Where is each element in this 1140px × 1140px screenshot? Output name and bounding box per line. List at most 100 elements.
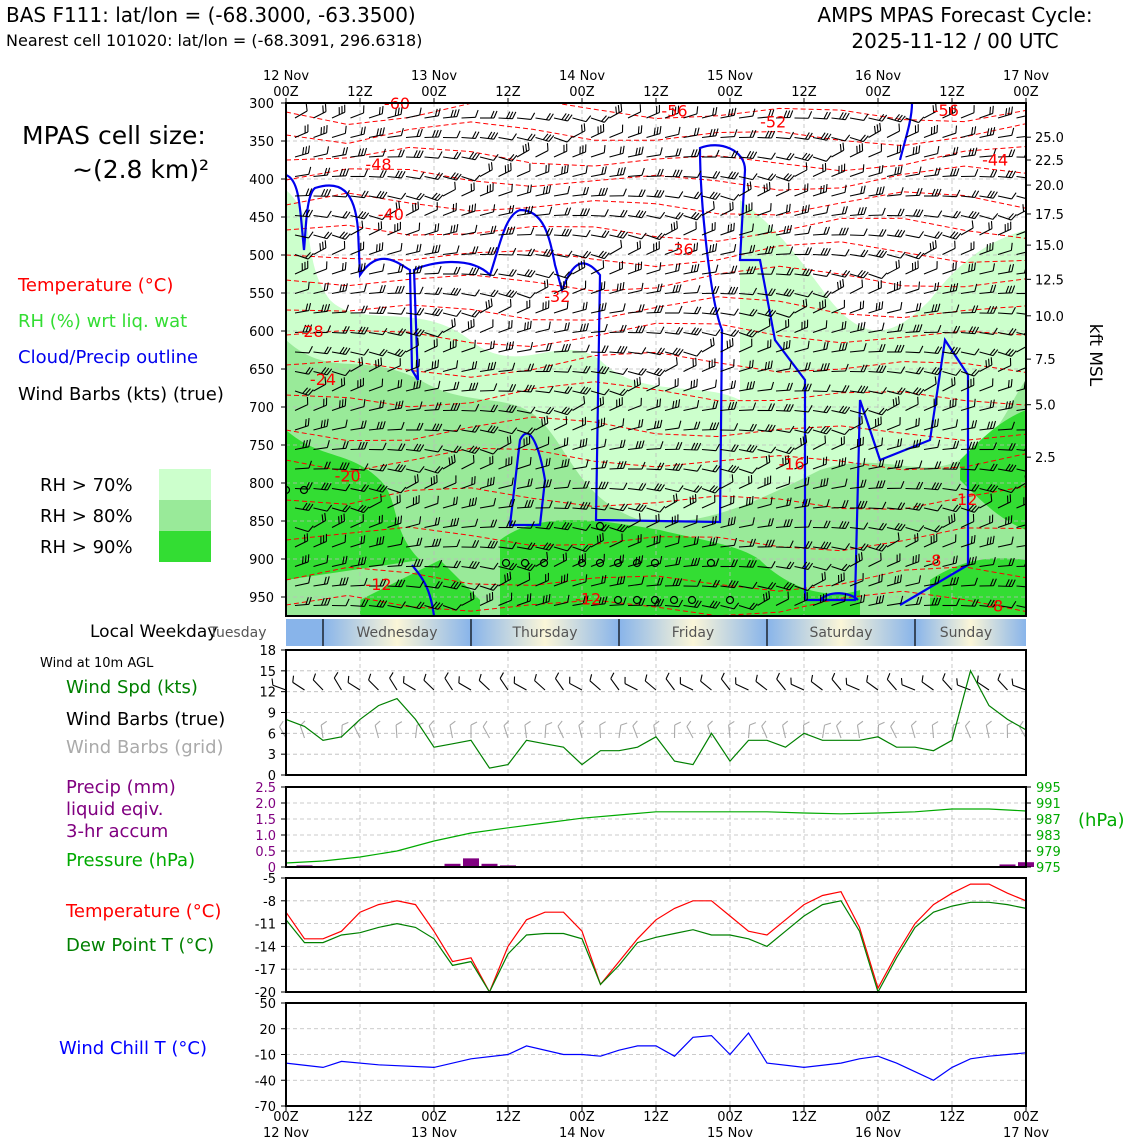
wind-barb <box>1016 135 1026 139</box>
wind-barb <box>923 231 943 239</box>
wind-barb <box>646 189 665 198</box>
pressure-tick-label: 800 <box>249 477 274 492</box>
wind-barb <box>960 513 975 528</box>
wind-barb <box>498 427 518 435</box>
legend-precip: Precip (mm) <box>66 777 176 798</box>
wind-barb <box>405 380 422 392</box>
weekday-segment <box>767 619 915 646</box>
wind-barb <box>313 188 332 197</box>
temperature-contour <box>286 146 1026 172</box>
wind-barb <box>553 386 573 394</box>
wind-barb <box>942 210 961 219</box>
wind-barb <box>942 461 961 470</box>
wind-barb <box>886 532 900 548</box>
bottom-hour-label: 12Z <box>791 1110 817 1125</box>
bottom-hour-label: 12Z <box>347 1110 373 1125</box>
wind-barb <box>997 127 1015 139</box>
wind-barb-grid <box>821 722 832 739</box>
wind-barb <box>535 143 549 158</box>
forecast-cycle-time: 2025-11-12 / 00 UTC <box>851 29 1059 53</box>
wind-barb <box>960 305 979 314</box>
wind-barb <box>609 239 623 255</box>
wind-barb <box>442 539 461 548</box>
weekday-label-tuesday: Tuesday <box>209 625 267 641</box>
wind-barb <box>979 284 997 295</box>
wind-barb <box>294 345 313 354</box>
wind-barb <box>997 463 1017 472</box>
wind-barb <box>886 417 901 431</box>
wind-barb <box>942 146 959 158</box>
pressure-tick-label: 995 <box>1036 781 1061 796</box>
temp-tick-label: -8 <box>263 895 276 910</box>
wind-barb <box>979 399 995 412</box>
wind-barb <box>405 474 419 489</box>
wind-barb <box>609 367 629 375</box>
wind-barb <box>831 499 849 509</box>
wind-barb <box>997 213 1017 221</box>
wind-barb <box>572 280 587 295</box>
wind-barb <box>664 399 681 412</box>
wind-barb <box>979 420 997 431</box>
wind-barb <box>886 123 901 138</box>
wind-barb <box>1016 344 1026 353</box>
wind-barb <box>831 163 846 178</box>
wind-barb <box>479 455 494 470</box>
wind-barb <box>960 126 977 139</box>
wind-barb <box>313 397 328 412</box>
wind-speed-line <box>285 669 1027 769</box>
wind-barb <box>609 533 623 548</box>
wind-barb <box>627 576 645 587</box>
wind-barb <box>812 111 831 120</box>
wind-barb <box>424 517 441 529</box>
wind-barb <box>664 535 680 548</box>
wind-barb <box>831 363 849 373</box>
wind-barb <box>997 421 1015 431</box>
wind-barb <box>535 228 554 236</box>
wind-barb <box>442 309 462 317</box>
wind-barb <box>1016 365 1026 373</box>
wind-barb <box>313 146 330 158</box>
wind-barb <box>664 241 679 256</box>
wind-barb <box>387 328 407 336</box>
wind-barb <box>997 442 1016 451</box>
wind-barb <box>590 281 606 295</box>
wind-barb-true <box>368 673 379 691</box>
wind-barb <box>313 482 332 491</box>
wind-barb <box>701 128 719 139</box>
wind-barb <box>664 485 684 493</box>
wind-barb <box>331 598 350 607</box>
wind-barb <box>924 188 942 197</box>
temperature-contour-label: -24 <box>310 370 336 389</box>
legend-precip-liquid: liquid eqiv. <box>66 799 164 820</box>
wind-barb <box>849 185 866 197</box>
wind-barb <box>775 152 795 161</box>
wind-barb <box>516 205 534 217</box>
wind-barb <box>479 404 499 413</box>
wind-barb <box>498 162 512 177</box>
wind-barb <box>553 228 572 237</box>
calm-wind-circle <box>650 558 660 568</box>
wind-barb <box>461 403 480 412</box>
wind-barb-grid <box>279 720 287 739</box>
wind-barb <box>701 537 719 548</box>
wind-barb <box>313 261 328 275</box>
wind-barb <box>942 231 962 240</box>
wind-barb <box>886 165 903 178</box>
wind-barb <box>331 377 346 392</box>
wind-barb <box>387 515 403 529</box>
calm-wind-circle <box>613 558 623 568</box>
wind-barb <box>627 368 647 376</box>
wind-barb <box>498 341 515 353</box>
wind-barb <box>313 376 327 392</box>
wind-barb <box>498 205 515 217</box>
chill-tick-label: -70 <box>255 1100 276 1115</box>
wind-barb <box>627 282 644 295</box>
wind-barb <box>590 302 607 314</box>
wind-barb <box>794 383 812 392</box>
wind-barb <box>812 299 827 314</box>
wind-barb <box>757 152 776 160</box>
wind-barb-grid <box>618 722 628 739</box>
wind-tick-label: 6 <box>268 727 276 742</box>
wind-barb <box>905 251 925 260</box>
wind-barb <box>1016 229 1026 236</box>
